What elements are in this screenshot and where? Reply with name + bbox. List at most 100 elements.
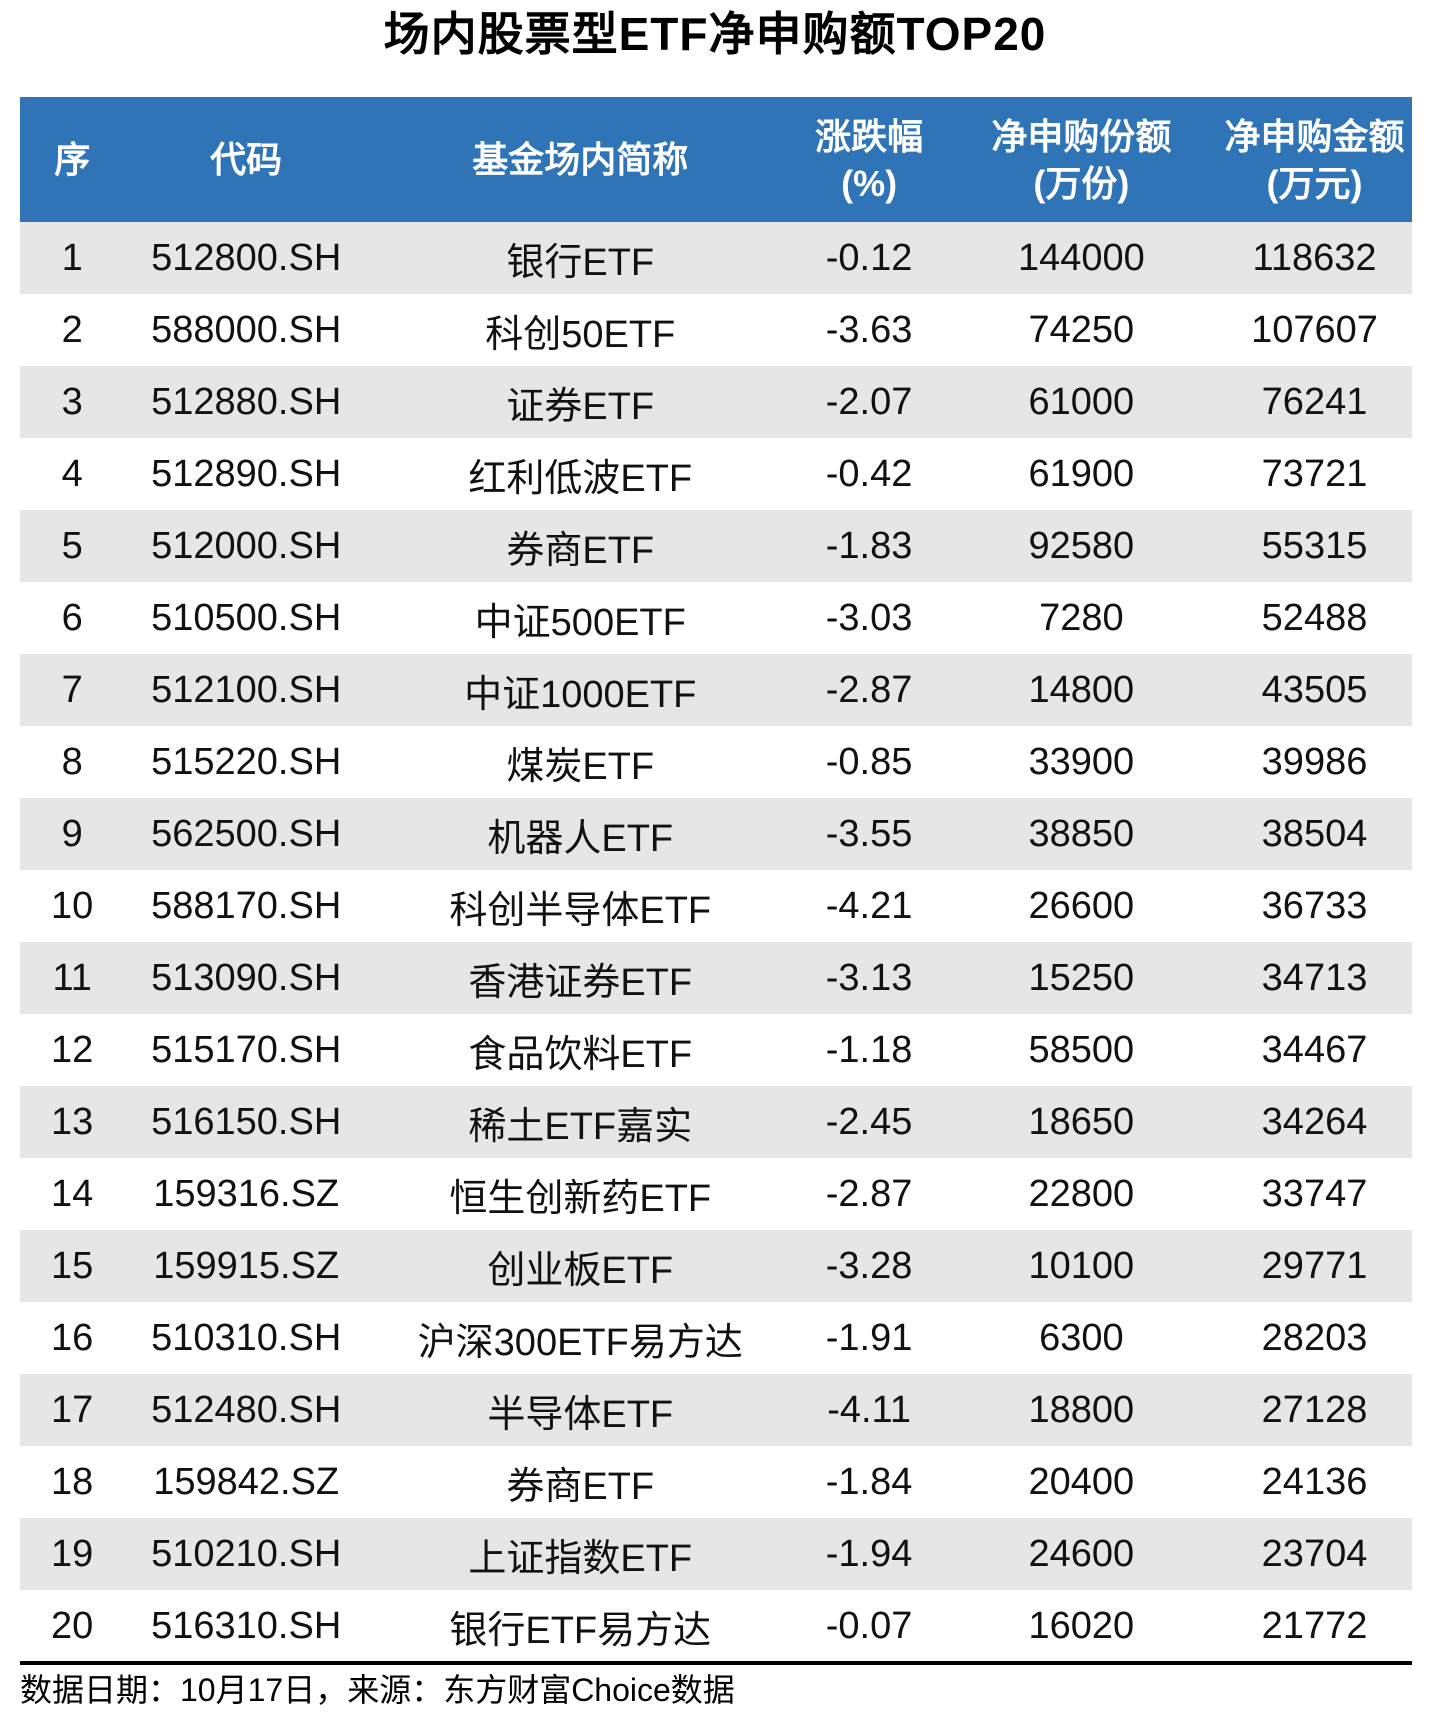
table-row: 20 516310.SH 银行ETF易方达 -0.07 16020 21772 xyxy=(20,1590,1412,1662)
cell-net-amount: 34264 xyxy=(1261,1100,1368,1143)
table-row: 9 562500.SH 机器人ETF -3.55 38850 38504 xyxy=(20,798,1412,870)
header-change-pct: 涨跌幅 (%) xyxy=(793,97,946,222)
cell-rank: 19 xyxy=(51,1532,94,1575)
cell-fund-name: 煤炭ETF xyxy=(506,745,655,788)
cell-change-pct: -3.13 xyxy=(825,956,913,999)
cell-rank: 4 xyxy=(61,452,83,495)
cell-net-shares: 33900 xyxy=(1028,740,1135,783)
cell-net-shares: 10100 xyxy=(1028,1244,1135,1287)
cell-code: 510210.SH xyxy=(151,1532,342,1575)
cell-net-amount: 39986 xyxy=(1261,740,1368,783)
cell-net-shares: 58500 xyxy=(1028,1028,1135,1071)
cell-code: 562500.SH xyxy=(151,812,342,855)
source-note: 数据日期：10月17日，来源：东方财富Choice数据 xyxy=(20,1672,735,1708)
cell-rank: 14 xyxy=(51,1172,94,1215)
table-row: 8 515220.SH 煤炭ETF -0.85 33900 39986 xyxy=(20,726,1412,798)
header-fund-name: 基金场内简称 xyxy=(368,97,793,222)
cell-net-amount: 118632 xyxy=(1252,236,1377,279)
cell-change-pct: -0.12 xyxy=(825,236,913,279)
cell-code: 588170.SH xyxy=(151,884,342,927)
cell-net-shares: 18800 xyxy=(1028,1388,1135,1431)
cell-change-pct: -2.07 xyxy=(825,380,913,423)
cell-rank: 17 xyxy=(51,1388,94,1431)
header-line: (万份) xyxy=(1033,162,1130,204)
cell-net-amount: 24136 xyxy=(1261,1460,1368,1503)
cell-rank: 5 xyxy=(61,524,83,567)
cell-net-amount: 76241 xyxy=(1261,380,1368,423)
cell-change-pct: -1.84 xyxy=(825,1460,913,1503)
header-line: 序 xyxy=(54,139,91,180)
cell-code: 512890.SH xyxy=(151,452,342,495)
etf-table: 序 代码 基金场内简称 涨跌幅 (%) 净申购份额 (万份) 净申购金额 (万 xyxy=(20,97,1412,1662)
header-line: 代码 xyxy=(210,139,283,180)
cell-code: 515170.SH xyxy=(151,1028,342,1071)
cell-code: 516310.SH xyxy=(151,1604,342,1647)
header-line: 净申购份额 xyxy=(991,115,1172,157)
cell-fund-name: 券商ETF xyxy=(506,1465,655,1508)
cell-net-shares: 15250 xyxy=(1028,956,1135,999)
cell-net-amount: 27128 xyxy=(1261,1388,1368,1431)
cell-change-pct: -1.83 xyxy=(825,524,913,567)
cell-net-shares: 26600 xyxy=(1028,884,1135,927)
header-line: 基金场内简称 xyxy=(472,139,689,180)
table-row: 7 512100.SH 中证1000ETF -2.87 14800 43505 xyxy=(20,654,1412,726)
cell-net-amount: 33747 xyxy=(1261,1172,1368,1215)
cell-net-shares: 144000 xyxy=(1017,236,1145,279)
cell-net-shares: 16020 xyxy=(1028,1604,1135,1647)
cell-rank: 15 xyxy=(51,1244,94,1287)
cell-rank: 18 xyxy=(51,1460,94,1503)
page-title: 场内股票型ETF净申购额TOP20 xyxy=(383,8,1047,60)
cell-change-pct: -3.63 xyxy=(825,308,913,351)
cell-net-shares: 74250 xyxy=(1028,308,1135,351)
cell-net-amount: 73721 xyxy=(1261,452,1368,495)
cell-change-pct: -3.28 xyxy=(825,1244,913,1287)
cell-rank: 16 xyxy=(51,1316,94,1359)
header-line: 净申购金额 xyxy=(1224,115,1405,157)
cell-rank: 6 xyxy=(61,596,83,639)
cell-change-pct: -3.55 xyxy=(825,812,913,855)
cell-net-amount: 36733 xyxy=(1261,884,1368,927)
cell-net-amount: 52488 xyxy=(1261,596,1368,639)
cell-rank: 7 xyxy=(61,668,83,711)
table-row: 5 512000.SH 券商ETF -1.83 92580 55315 xyxy=(20,510,1412,582)
cell-fund-name: 半导体ETF xyxy=(487,1393,674,1436)
cell-change-pct: -3.03 xyxy=(825,596,913,639)
cell-code: 159842.SZ xyxy=(153,1460,340,1503)
table-row: 14 159316.SZ 恒生创新药ETF -2.87 22800 33747 xyxy=(20,1158,1412,1230)
table-row: 16 510310.SH 沪深300ETF易方达 -1.91 6300 2820… xyxy=(20,1302,1412,1374)
cell-fund-name: 中证1000ETF xyxy=(464,673,697,716)
cell-fund-name: 食品饮料ETF xyxy=(468,1033,693,1076)
cell-fund-name: 恒生创新药ETF xyxy=(449,1177,712,1220)
cell-code: 515220.SH xyxy=(151,740,342,783)
cell-change-pct: -1.94 xyxy=(825,1532,913,1575)
cell-code: 512800.SH xyxy=(151,236,342,279)
cell-rank: 12 xyxy=(51,1028,94,1071)
table-row: 11 513090.SH 香港证券ETF -3.13 15250 34713 xyxy=(20,942,1412,1014)
cell-fund-name: 机器人ETF xyxy=(487,817,674,860)
cell-code: 159915.SZ xyxy=(153,1244,340,1287)
cell-fund-name: 沪深300ETF易方达 xyxy=(417,1321,743,1364)
header-line: (%) xyxy=(841,162,898,204)
cell-net-amount: 29771 xyxy=(1261,1244,1368,1287)
cell-code: 512880.SH xyxy=(151,380,342,423)
cell-code: 513090.SH xyxy=(151,956,342,999)
table-row: 1 512800.SH 银行ETF -0.12 144000 118632 xyxy=(20,222,1412,294)
cell-net-amount: 23704 xyxy=(1261,1532,1368,1575)
header-net-subscription-amount: 净申购金额 (万元) xyxy=(1217,97,1412,222)
cell-change-pct: -1.91 xyxy=(825,1316,913,1359)
header-line: (万元) xyxy=(1266,162,1363,204)
cell-code: 516150.SH xyxy=(151,1100,342,1143)
table-row: 15 159915.SZ 创业板ETF -3.28 10100 29771 xyxy=(20,1230,1412,1302)
header-net-subscription-shares: 净申购份额 (万份) xyxy=(946,97,1217,222)
cell-code: 510500.SH xyxy=(151,596,342,639)
cell-change-pct: -2.45 xyxy=(825,1100,913,1143)
cell-rank: 8 xyxy=(61,740,83,783)
cell-change-pct: -2.87 xyxy=(825,1172,913,1215)
table-row: 2 588000.SH 科创50ETF -3.63 74250 107607 xyxy=(20,294,1412,366)
table-row: 4 512890.SH 红利低波ETF -0.42 61900 73721 xyxy=(20,438,1412,510)
table-row: 18 159842.SZ 券商ETF -1.84 20400 24136 xyxy=(20,1446,1412,1518)
cell-net-amount: 34713 xyxy=(1261,956,1368,999)
cell-fund-name: 科创半导体ETF xyxy=(449,889,712,932)
cell-net-shares: 18650 xyxy=(1028,1100,1135,1143)
table-row: 12 515170.SH 食品饮料ETF -1.18 58500 34467 xyxy=(20,1014,1412,1086)
